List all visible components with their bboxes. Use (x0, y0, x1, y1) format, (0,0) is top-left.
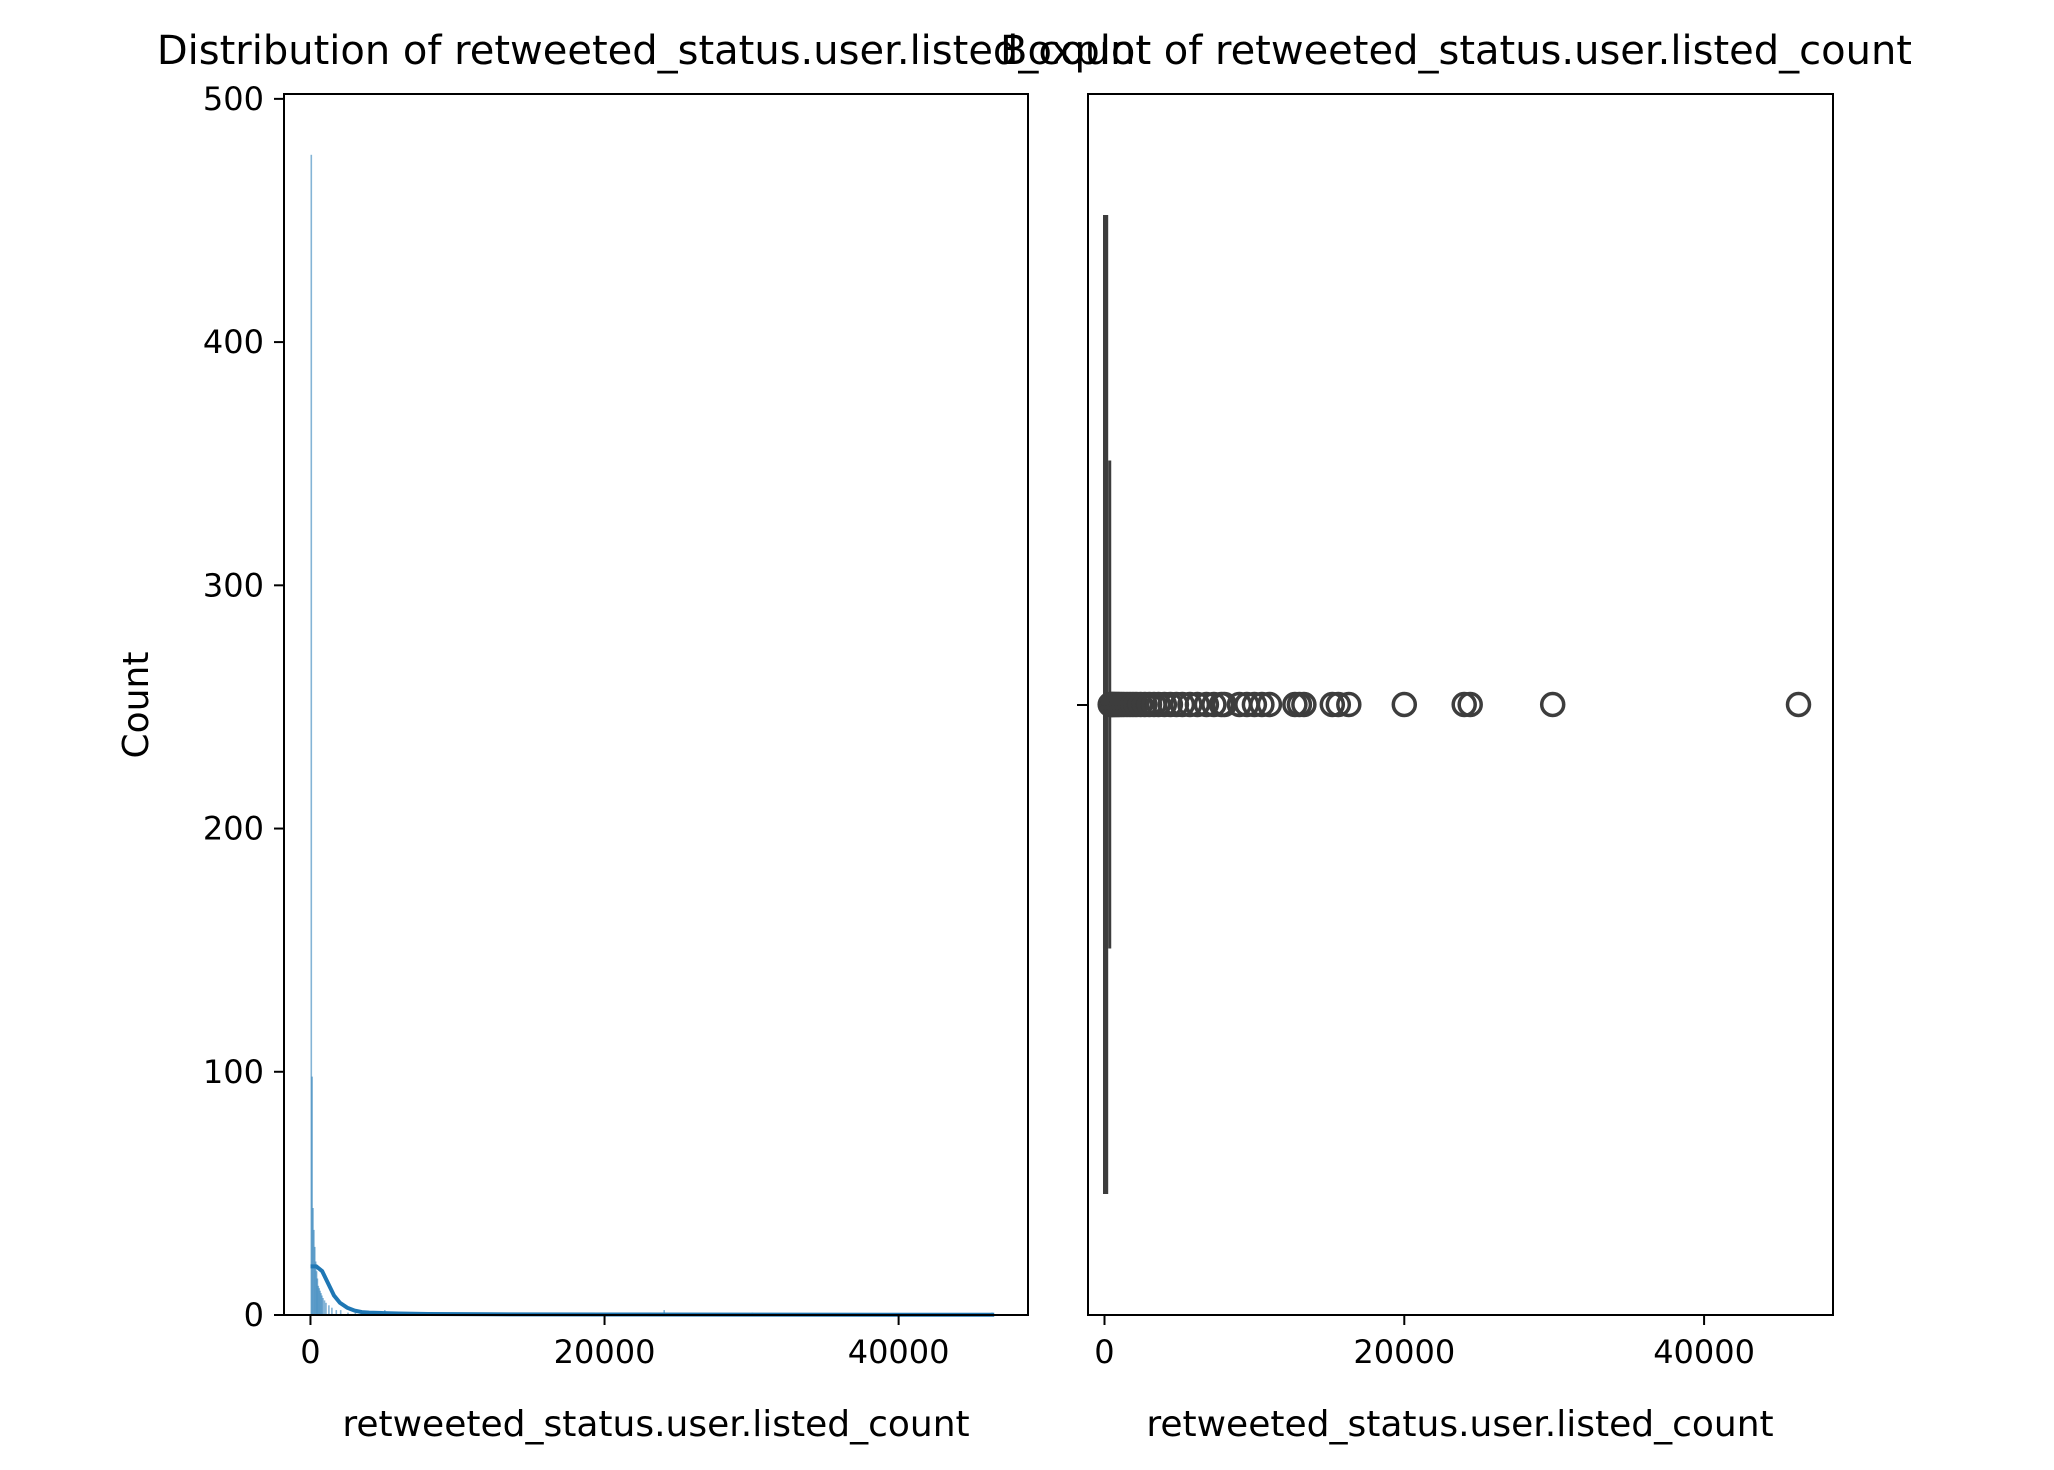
boxplot-outliers (1097, 691, 1812, 718)
boxplot-outlier (1391, 691, 1418, 718)
boxplot-outlier (1291, 691, 1317, 718)
boxplot-outlier (1169, 691, 1196, 718)
histogram-y-tick-label: 200 (203, 810, 264, 848)
histogram-bar (313, 1229, 315, 1315)
histogram-bar (331, 1307, 333, 1315)
boxplot-x-ticks: 0 20000 40000 (1094, 1315, 1755, 1371)
boxplot-outlier (1193, 691, 1220, 718)
boxplot-outlier (1256, 691, 1283, 718)
histogram-bar (354, 1312, 357, 1315)
histogram-x-tick-label: 40000 (848, 1333, 950, 1371)
histogram-bar (311, 1076, 313, 1315)
boxplot-panel: Boxplot of retweeted_status.user.listed_… (1000, 28, 1912, 1445)
histogram-bar (315, 1271, 318, 1315)
histogram-y-tick-label: 0 (244, 1296, 264, 1334)
histogram-y-tick-label: 400 (203, 323, 264, 361)
kde-curve (310, 1264, 995, 1317)
boxplot-x-tick-label: 40000 (1653, 1333, 1755, 1371)
histogram-bar (318, 1288, 320, 1315)
histogram-bar (347, 1312, 349, 1315)
histogram-x-label: retweeted_status.user.listed_count (342, 1404, 969, 1445)
histogram-bar (314, 1246, 316, 1315)
boxplot-outlier (1177, 691, 1203, 718)
histogram-axes-frame (283, 93, 1029, 1316)
histogram-x-tick-label: 20000 (554, 1333, 656, 1371)
boxplot-x-tick-label: 20000 (1353, 1333, 1455, 1371)
histogram-bar (323, 1300, 326, 1315)
histogram-bar (328, 1305, 330, 1315)
boxplot-outlier (1325, 691, 1352, 718)
boxplot-outlier (1336, 691, 1362, 718)
histogram-bar (321, 1295, 323, 1315)
boxplot-outlier (1457, 691, 1483, 718)
histogram-bar (310, 154, 313, 1315)
histogram-bar (339, 1310, 342, 1315)
histogram-bar (325, 1302, 327, 1315)
histogram-panel: Distribution of retweeted_status.user.li… (116, 28, 1151, 1445)
histogram-y-tick-label: 100 (203, 1053, 264, 1091)
histogram-bars (310, 154, 993, 1315)
boxplot-axes-frame (1087, 93, 1834, 1316)
histogram-bar (314, 1261, 317, 1315)
boxplot-x-tick-label: 0 (1094, 1333, 1114, 1371)
histogram-x-ticks: 0 20000 40000 (300, 1315, 950, 1371)
boxplot-x-label: retweeted_status.user.listed_count (1146, 1404, 1773, 1445)
histogram-bar (322, 1298, 324, 1315)
histogram-bar (316, 1278, 319, 1315)
histogram-bar (317, 1285, 320, 1315)
boxplot-outlier (1539, 691, 1566, 718)
histogram-bar (312, 1208, 314, 1315)
histogram-y-label: Count (116, 652, 157, 759)
histogram-y-tick-label: 300 (203, 566, 264, 604)
boxplot-title: Boxplot of retweeted_status.user.listed_… (1000, 28, 1912, 74)
histogram-bar (319, 1290, 321, 1315)
histogram-x-tick-label: 0 (300, 1333, 320, 1371)
histogram-y-tick-label: 500 (203, 80, 264, 118)
histogram-bar (335, 1310, 338, 1315)
boxplot-outlier (1785, 691, 1812, 718)
histogram-bar (320, 1293, 322, 1315)
boxplot-outlier (1249, 691, 1275, 718)
boxplot-outlier (1201, 691, 1227, 718)
histogram-title: Distribution of retweeted_status.user.li… (157, 28, 1151, 74)
histogram-y-ticks: 0 100 200 300 400 500 (203, 80, 284, 1334)
boxplot-outlier (1184, 691, 1211, 718)
boxplot-outlier (1241, 691, 1268, 718)
